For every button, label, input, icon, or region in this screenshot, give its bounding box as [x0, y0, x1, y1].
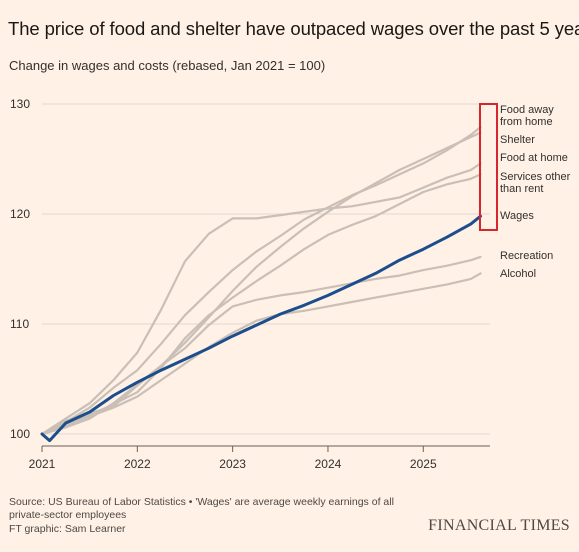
series-line-wages [40, 214, 482, 443]
series-label-line: Food away [500, 104, 554, 116]
series-line-food-away-from-home [40, 126, 482, 436]
series-label-line: than rent [500, 183, 543, 195]
x-tick-label: 2024 [315, 457, 342, 471]
series-line-services-other-than-rent [40, 173, 482, 436]
source-note: Source: US Bureau of Labor Statistics • … [9, 496, 394, 521]
series-label-services-other-than-rent: Services other than rent [500, 171, 571, 195]
publisher-logo: FINANCIAL TIMES [428, 517, 570, 534]
series-lines [40, 126, 482, 443]
series-line-alcohol [40, 272, 482, 436]
x-tick-label: 2021 [29, 457, 56, 471]
y-tick-label: 110 [10, 317, 29, 331]
series-label-shelter: Shelter [500, 134, 535, 146]
series-label-line: Wages [500, 210, 534, 222]
chart-subtitle: Change in wages and costs (rebased, Jan … [9, 58, 326, 73]
y-tick-label: 120 [10, 207, 30, 221]
series-label-line: Recreation [500, 250, 553, 262]
axes: 100 110 120 130 2021 2022 2023 2024 2025 [10, 97, 490, 471]
x-tick-label: 2023 [219, 457, 246, 471]
series-label-food-at-home: Food at home [500, 152, 568, 164]
y-tick-label: 100 [10, 427, 30, 441]
highlight-box [479, 103, 498, 231]
series-label-wages: Wages [500, 210, 534, 222]
series-label-line: from home [500, 116, 553, 128]
series-label-line: Shelter [500, 134, 535, 146]
line-chart: 100 110 120 130 2021 2022 2023 2024 2025 Food aw… [10, 97, 571, 471]
x-tick-label: 2025 [410, 457, 437, 471]
chart-title: The price of food and shelter have outpa… [8, 18, 579, 39]
gridlines [42, 103, 490, 435]
x-tick-label: 2022 [124, 457, 151, 471]
series-label-line: Alcohol [500, 268, 536, 280]
graphic-credit: FT graphic: Sam Learner [9, 523, 126, 535]
series-label-line: Services other [500, 171, 571, 183]
series-label-recreation: Recreation [500, 250, 553, 262]
series-line-shelter [40, 131, 482, 436]
series-label-food-away-from-home: Food away from home [500, 104, 554, 128]
series-line-recreation [40, 255, 482, 436]
series-label-line: Food at home [500, 152, 568, 164]
series-labels: Food away from home Shelter Food at home Ser… [500, 104, 571, 280]
series-label-alcohol: Alcohol [500, 268, 536, 280]
series-line-food-at-home [40, 162, 482, 436]
y-tick-label: 130 [10, 97, 30, 111]
